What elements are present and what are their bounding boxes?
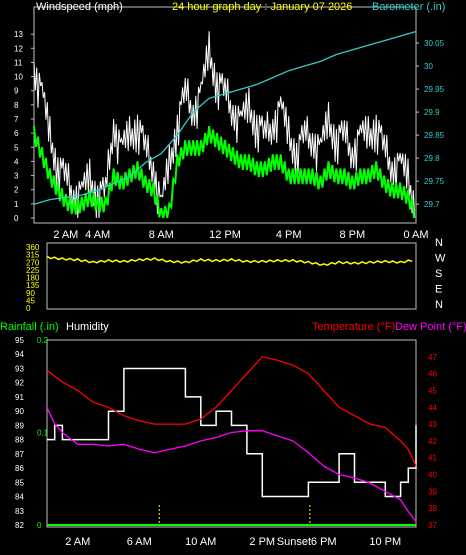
baro-y-tick: 29.85 bbox=[424, 131, 445, 140]
temperature-y-tick: 37 bbox=[428, 521, 437, 530]
baro-y-tick: 29.7 bbox=[424, 200, 440, 209]
humidity-y-tick: 93 bbox=[15, 364, 24, 373]
wind-panel-frame bbox=[33, 6, 417, 224]
wind-gust-line bbox=[33, 31, 416, 219]
humidity-y-tick: 87 bbox=[15, 450, 24, 459]
rain-y-tick: 0.2 bbox=[37, 336, 49, 345]
wind-y-tick: 4 bbox=[14, 157, 19, 166]
climate-x-tick: 2 AM bbox=[65, 536, 90, 548]
wind-y-tick: 13 bbox=[14, 30, 23, 39]
humidity-y-tick: 82 bbox=[15, 521, 24, 530]
humidity-axis-title: Humidity bbox=[66, 321, 109, 333]
direction-y-tick: 270 bbox=[26, 258, 40, 267]
temperature-line bbox=[46, 356, 417, 467]
dewpoint-axis-title: Dew Point (°F) bbox=[395, 321, 466, 333]
humidity-y-tick: 83 bbox=[15, 507, 24, 516]
climate-x-tick: 6 AM bbox=[127, 536, 152, 548]
direction-compass-label: S bbox=[435, 268, 442, 280]
direction-y-tick: 225 bbox=[26, 266, 40, 275]
wind-y-tick: 5 bbox=[14, 143, 19, 152]
chart-title: 24 hour graph day : January 07 2026 bbox=[172, 1, 352, 13]
wind-y-tick: 6 bbox=[14, 129, 19, 138]
direction-compass-label: N bbox=[435, 237, 443, 249]
humidity-y-tick: 90 bbox=[15, 407, 24, 416]
humidity-y-tick: 88 bbox=[15, 436, 24, 445]
wind-x-tick: 4 AM bbox=[85, 229, 110, 241]
temperature-y-tick: 42 bbox=[428, 437, 437, 446]
sun-marker-label: Sunset bbox=[277, 536, 311, 548]
wind-y-tick: 3 bbox=[14, 172, 19, 181]
climate-x-tick: 2 PM bbox=[249, 536, 275, 548]
baro-y-tick: 30.05 bbox=[424, 39, 445, 48]
direction-y-tick: 360 bbox=[26, 243, 40, 252]
climate-panel-frame bbox=[46, 339, 417, 528]
baro-y-tick: 30 bbox=[424, 62, 433, 71]
baro-y-tick: 29.8 bbox=[424, 154, 440, 163]
baro-y-tick: 29.95 bbox=[424, 85, 445, 94]
direction-compass-label: E bbox=[435, 284, 442, 296]
temperature-y-tick: 40 bbox=[428, 471, 437, 480]
wind-y-tick: 2 bbox=[14, 186, 19, 195]
temperature-y-tick: 46 bbox=[428, 370, 437, 379]
humidity-y-tick: 94 bbox=[15, 350, 24, 359]
direction-y-tick: 180 bbox=[26, 274, 40, 283]
direction-y-tick: 90 bbox=[26, 289, 35, 298]
direction-y-tick: 45 bbox=[26, 296, 35, 305]
humidity-y-tick: 85 bbox=[15, 478, 24, 487]
wind-y-tick: 8 bbox=[14, 101, 19, 110]
direction-panel-frame bbox=[46, 242, 417, 310]
humidity-y-tick: 92 bbox=[15, 379, 24, 388]
wind-x-tick: 2 AM bbox=[53, 229, 78, 241]
humidity-y-tick: 89 bbox=[15, 421, 24, 430]
humidity-y-tick: 91 bbox=[15, 393, 24, 402]
wind-x-tick: 12 PM bbox=[209, 229, 241, 241]
wind-average-line bbox=[33, 125, 415, 219]
wind-y-tick: 1 bbox=[14, 200, 19, 209]
baro-y-tick: 29.75 bbox=[424, 177, 445, 186]
temperature-y-tick: 47 bbox=[428, 353, 437, 362]
wind-axis-title: Windspeed (mph) bbox=[36, 1, 123, 13]
rain-axis-title: Rainfall (.in) bbox=[0, 321, 59, 333]
wind-y-tick: 11 bbox=[14, 58, 23, 67]
direction-y-tick: 135 bbox=[26, 281, 40, 290]
wind-x-tick: 4 PM bbox=[276, 229, 302, 241]
temperature-y-tick: 45 bbox=[428, 386, 437, 395]
wind-direction-line bbox=[46, 255, 413, 267]
wind-y-tick: 0 bbox=[14, 214, 19, 223]
temperature-y-tick: 44 bbox=[428, 403, 437, 412]
humidity-y-tick: 86 bbox=[15, 464, 24, 473]
temperature-y-tick: 41 bbox=[428, 454, 437, 463]
direction-compass-label: W bbox=[435, 253, 446, 265]
temperature-y-tick: 39 bbox=[428, 487, 437, 496]
baro-axis-title: Barometer (.in) bbox=[372, 1, 445, 13]
barometer-line bbox=[33, 30, 417, 205]
wind-y-tick: 10 bbox=[14, 73, 23, 82]
wind-y-tick: 9 bbox=[14, 87, 19, 96]
wind-y-tick: 12 bbox=[14, 44, 23, 53]
dewpoint-line bbox=[46, 407, 417, 522]
climate-x-tick: 10 PM bbox=[369, 536, 401, 548]
climate-x-tick: 6 PM bbox=[311, 536, 337, 548]
baro-y-tick: 29.9 bbox=[424, 108, 440, 117]
temperature-y-tick: 43 bbox=[428, 420, 437, 429]
wind-x-tick: 8 PM bbox=[339, 229, 365, 241]
direction-y-tick: 315 bbox=[26, 251, 40, 260]
humidity-line bbox=[47, 367, 417, 498]
temperature-y-tick: 38 bbox=[428, 504, 437, 513]
rain-y-tick: 0.1 bbox=[37, 429, 49, 438]
wind-y-tick: 7 bbox=[14, 115, 19, 124]
humidity-y-tick: 95 bbox=[15, 336, 24, 345]
wind-x-tick: 0 AM bbox=[403, 229, 428, 241]
climate-x-tick: 10 AM bbox=[185, 536, 216, 548]
temperature-axis-title: Temperature (°F) bbox=[312, 321, 395, 333]
humidity-y-tick: 84 bbox=[15, 493, 24, 502]
direction-y-tick: 0 bbox=[26, 304, 31, 313]
wind-x-tick: 8 AM bbox=[149, 229, 174, 241]
rain-y-tick: 0 bbox=[37, 521, 42, 530]
direction-compass-label: N bbox=[435, 299, 443, 311]
